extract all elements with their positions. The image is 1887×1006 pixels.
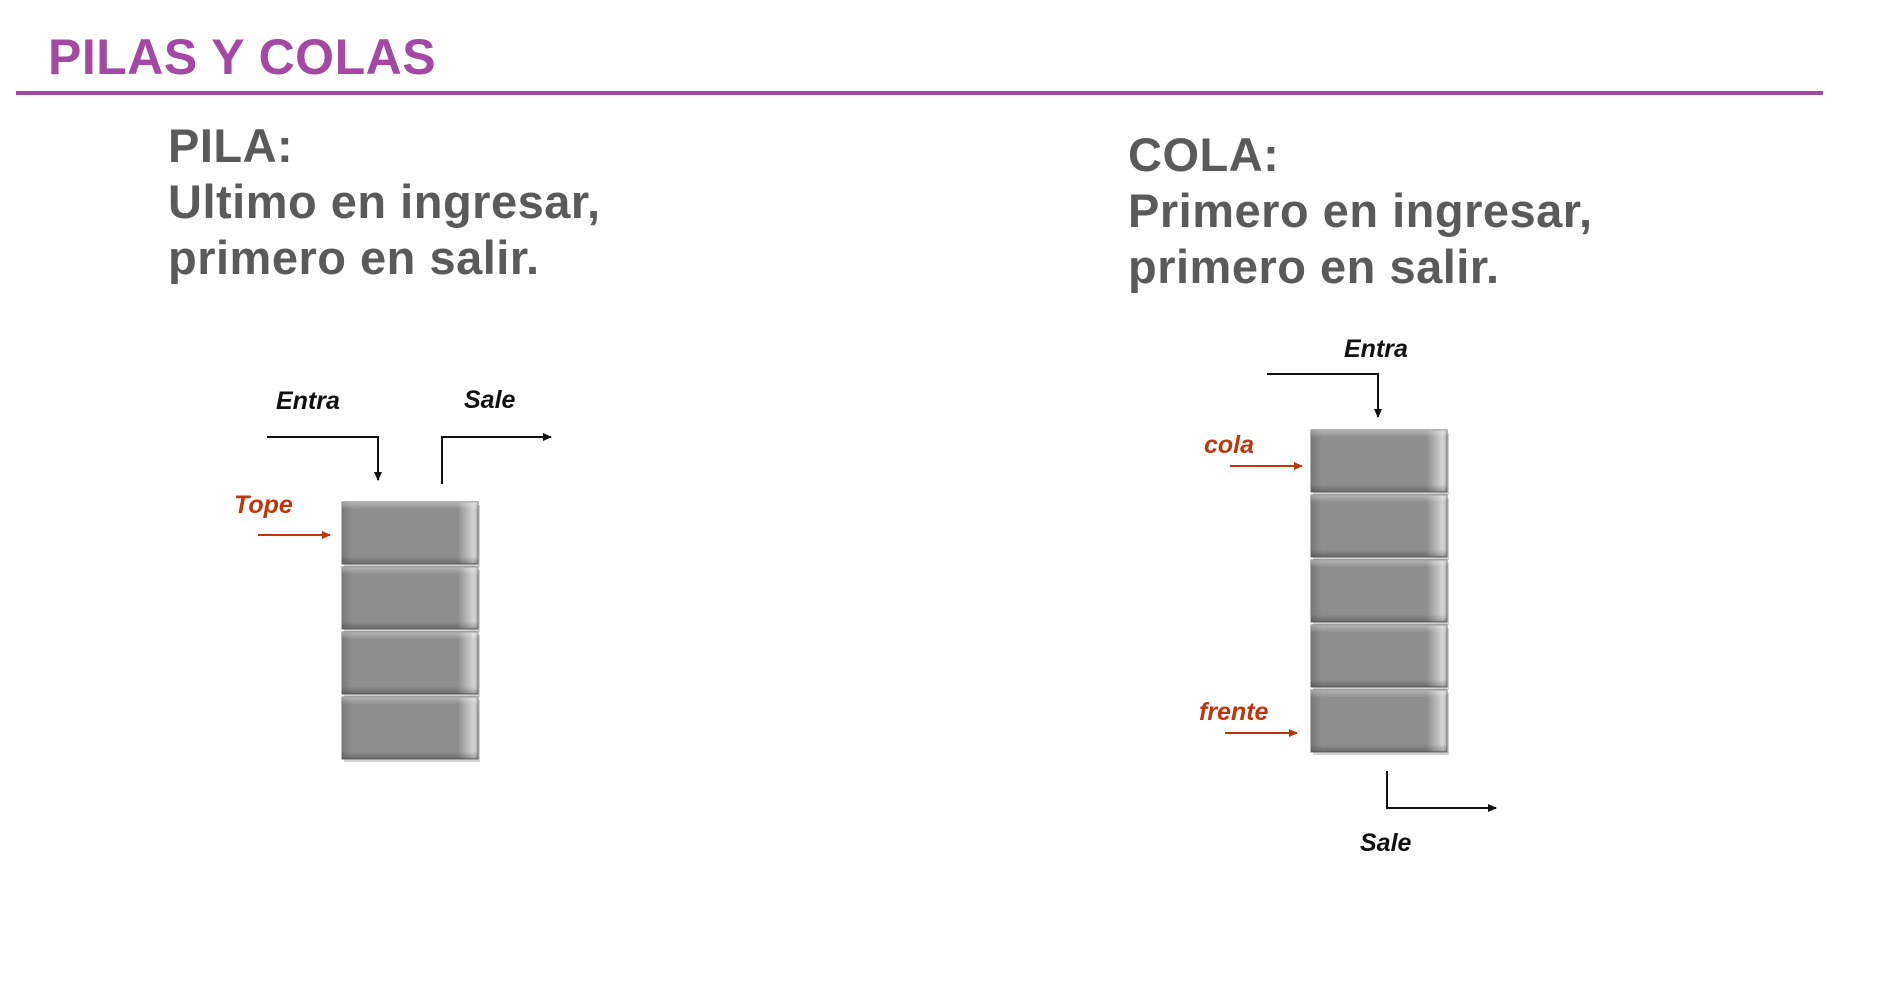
pila-sale-label: Sale bbox=[464, 386, 516, 414]
pila-heading: PILA: bbox=[168, 119, 294, 172]
pila-cells bbox=[341, 501, 480, 762]
cola-entra-arrow bbox=[1267, 373, 1382, 418]
cola-cells bbox=[1310, 429, 1449, 755]
cola-description: COLA: Primero en ingresar, primero en sa… bbox=[1128, 127, 1593, 295]
pila-cell bbox=[341, 631, 480, 697]
cola-cell bbox=[1310, 559, 1449, 625]
cola-diagram: Entra cola frente Sale bbox=[1199, 335, 1497, 857]
pila-diagram: Entra Sale Tope bbox=[234, 386, 552, 762]
pila-entra-arrow bbox=[267, 436, 382, 481]
pila-description: PILA: Ultimo en ingresar, primero en sal… bbox=[168, 118, 601, 286]
pila-line-2: primero en salir. bbox=[168, 231, 540, 284]
pila-cell bbox=[341, 696, 480, 762]
cola-entra-label: Entra bbox=[1344, 335, 1408, 363]
cola-heading: COLA: bbox=[1128, 128, 1280, 181]
slide-title: PILAS Y COLAS bbox=[48, 29, 437, 85]
cola-cell bbox=[1310, 494, 1449, 560]
pila-entra-label: Entra bbox=[276, 387, 340, 415]
cola-line-2: primero en salir. bbox=[1128, 240, 1500, 293]
pila-line-1: Ultimo en ingresar, bbox=[168, 175, 601, 228]
cola-cell bbox=[1310, 689, 1449, 755]
pila-cell bbox=[341, 566, 480, 632]
cola-frente-label: frente bbox=[1199, 698, 1269, 726]
cola-sale-arrow bbox=[1386, 771, 1497, 812]
cola-line-1: Primero en ingresar, bbox=[1128, 184, 1593, 237]
cola-cell bbox=[1310, 429, 1449, 495]
pila-sale-arrow bbox=[441, 433, 552, 484]
cola-sale-label: Sale bbox=[1360, 829, 1412, 857]
cola-cola-label: cola bbox=[1204, 431, 1254, 459]
title-divider bbox=[16, 91, 1823, 95]
pila-tope-label: Tope bbox=[234, 491, 293, 519]
cola-cell bbox=[1310, 624, 1449, 690]
pila-cell bbox=[341, 501, 480, 567]
